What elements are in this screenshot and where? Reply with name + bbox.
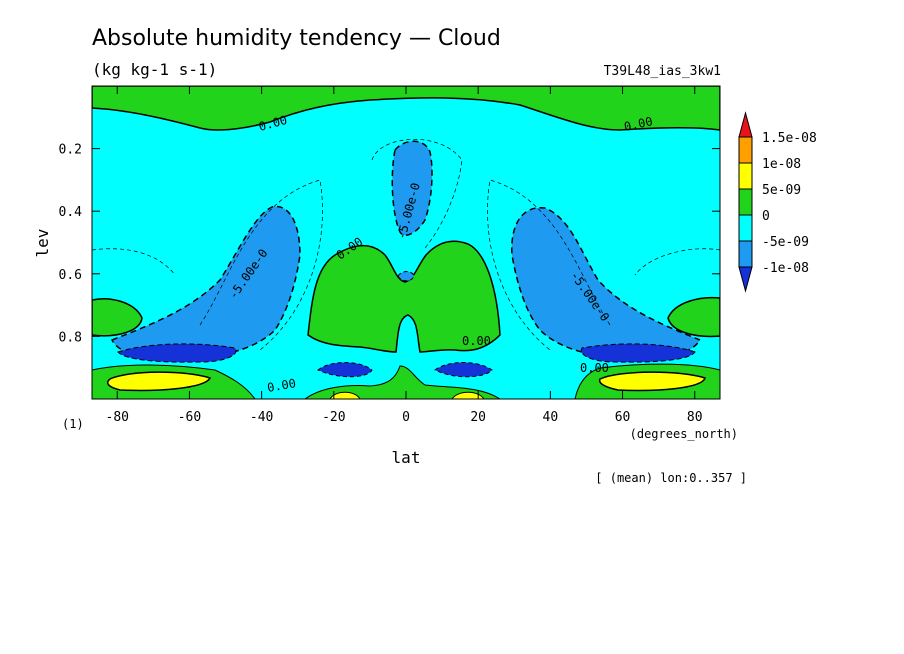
colorbar-swatch [738,188,753,216]
colorbar-label: -1e-08 [762,261,809,276]
colorbar-swatch [738,111,753,138]
y-tick-label: 0.2 [59,143,82,158]
x-axis-units: (degrees_north) [630,427,738,441]
region-upper-tropical-minimum [391,140,433,236]
colorbar-label: -5e-09 [762,235,809,250]
colorbar-swatch [738,266,753,293]
colorbar-swatch [738,240,753,268]
region-west-patch [92,298,143,337]
region-north-minimum [511,207,702,360]
y-axis-units: (1) [62,417,84,431]
chart-subtitle: (kg kg-1 s-1) [92,60,217,79]
colorbar-swatch [738,136,753,164]
colorbar-swatch [738,214,753,242]
contour-label: 0.00 [266,376,297,395]
y-tick-label: 0.6 [59,268,82,283]
colorbar-label: 0 [762,209,770,224]
contour-label: 0.00 [462,334,491,348]
contour-label: 0.00 [580,361,609,375]
x-tick-label: -80 [106,410,129,425]
chart-title: Absolute humidity tendency — Cloud [92,26,501,51]
x-axis-label: lat [392,448,421,467]
colorbar: 1.5e-08 1e-08 5e-09 0 -5e-09 -1e-08 [738,111,817,293]
contour-label: 0.00 [623,114,654,134]
run-label: T39L48_ias_3kw1 [604,64,721,79]
region-east-patch [667,296,720,338]
region-eq-core-south [317,362,373,378]
region-top-band [92,86,720,131]
region-eq-core-north [434,362,493,378]
colorbar-label: 1.5e-08 [762,131,817,146]
thin-contours [92,139,720,351]
y-axis-label: lev [33,229,52,258]
region-lower-band-equator [304,365,501,399]
x-tick-label: -40 [250,410,273,425]
footnote: [ (mean) lon:0..357 ] [595,471,747,485]
x-tick-label: 0 [402,410,410,425]
x-tick-label: 60 [615,410,631,425]
plot-area: 0.00 0.00 0.00 0.00 0.00 0.00 -5.00e-0 -… [92,86,720,399]
x-tick-label: 20 [470,410,486,425]
x-axis: -80 -60 -40 -20 0 20 40 60 80 [106,86,703,425]
x-tick-label: 40 [543,410,559,425]
colorbar-label: 1e-08 [762,157,801,172]
region-small-minimum [397,271,415,282]
region-north-core [580,343,696,363]
region-south-core [117,343,237,363]
x-tick-label: -60 [178,410,201,425]
y-axis: 0.2 0.4 0.6 0.8 [59,143,720,345]
region-south-minimum [110,205,301,360]
region-surface-max-south [107,371,212,392]
colorbar-swatch [738,162,753,190]
y-tick-label: 0.4 [59,205,83,220]
x-tick-label: -20 [322,410,345,425]
region-tropical-positive [307,240,501,353]
y-tick-label: 0.8 [59,330,82,345]
x-tick-label: 80 [687,410,703,425]
colorbar-label: 5e-09 [762,183,801,198]
region-surface-max-north [598,371,706,392]
